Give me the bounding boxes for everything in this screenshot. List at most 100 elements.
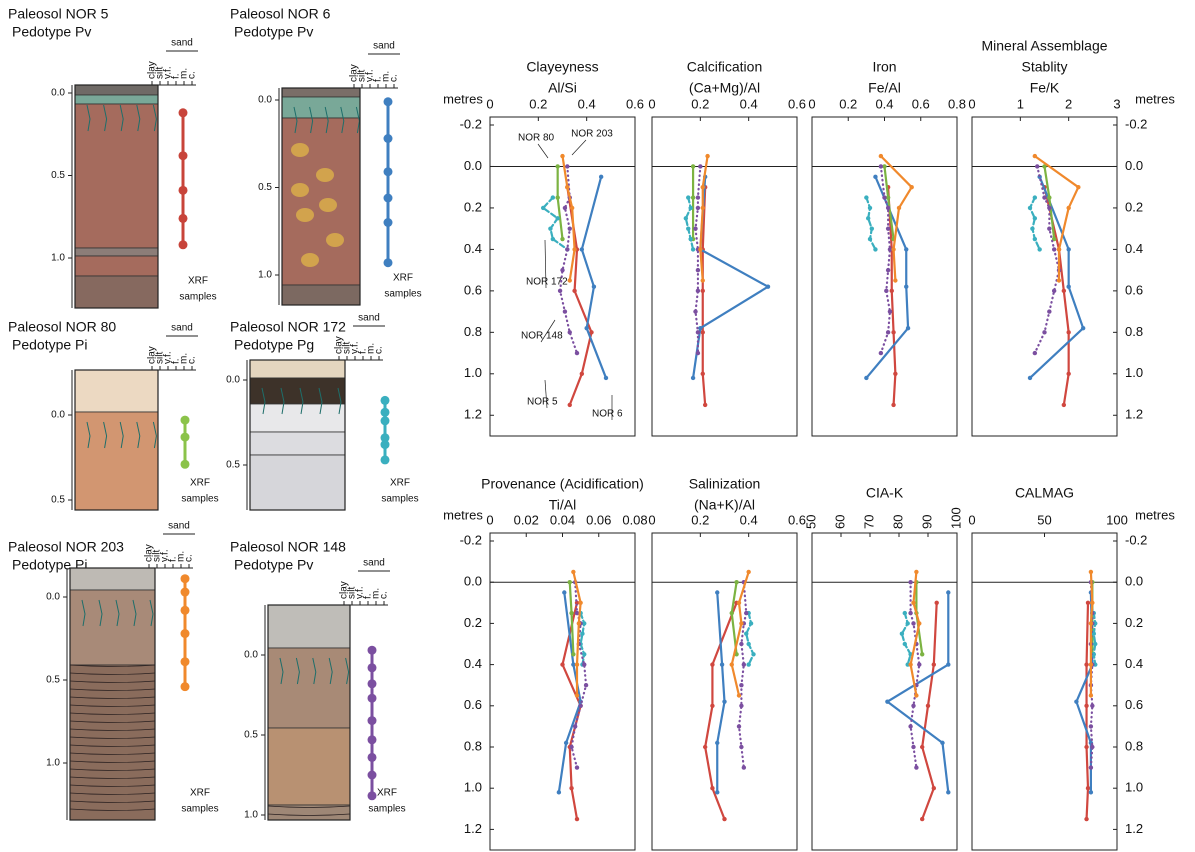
profile-point (904, 247, 909, 252)
lamination (69, 768, 156, 771)
y-tick-label: 0.6 (1125, 282, 1143, 297)
grain-size-label: clay (349, 64, 360, 82)
x-tick-label: 60 (832, 515, 847, 529)
x-tick-label: 0.2 (839, 96, 857, 111)
x-tick-label: 0.4 (740, 96, 758, 111)
root-trace (81, 599, 86, 627)
xrf-sample (180, 605, 190, 615)
y-tick-label: -0.2 (460, 116, 482, 131)
root-trace (309, 106, 314, 134)
y-tick-label: 0.4 (1125, 656, 1143, 671)
profile-line (887, 186, 897, 406)
xrf-sample (367, 735, 377, 745)
y-tick-label: -0.2 (1125, 116, 1147, 131)
grain-size-label: f. (171, 73, 182, 79)
profile-point (582, 662, 587, 667)
grain-group-label: sand (373, 41, 395, 52)
profile-point (1090, 703, 1095, 708)
y-tick-label: -0.2 (1125, 532, 1147, 547)
xrf-sample (180, 657, 190, 667)
profile-line (701, 186, 707, 406)
y-tick-label: 0.0 (1125, 158, 1143, 173)
depth-tick-label: 0.5 (46, 675, 60, 686)
horizon (74, 369, 159, 413)
profile-point (925, 703, 931, 708)
profile-point (548, 226, 553, 231)
grain-size-label: silt (152, 550, 163, 562)
panel-title: Ti/Al (549, 497, 576, 513)
column-title: Paleosol NOR 172 (230, 319, 346, 335)
profile-point (905, 621, 910, 626)
x-tick-label: 0 (486, 96, 493, 111)
profile-point (722, 816, 727, 822)
profile-point (574, 662, 580, 667)
profile-point (878, 153, 884, 159)
profile-point (715, 590, 720, 595)
profile-point (589, 330, 594, 335)
xrf-sample (180, 682, 190, 692)
root-trace (279, 657, 284, 685)
profile-point (571, 662, 576, 667)
grain-size-label: v.f. (160, 549, 171, 562)
profile-point (920, 652, 925, 657)
profile-point (555, 216, 560, 221)
profile-point (693, 226, 698, 231)
y-tick-label: -0.2 (460, 532, 482, 547)
x-tick-label: 3 (1113, 96, 1120, 111)
xrf-sample (383, 167, 393, 177)
y-axis-label: metres (443, 507, 483, 522)
profile-point (885, 205, 891, 211)
x-tick-label: 50 (803, 515, 818, 529)
annotation: NOR 6 (592, 409, 623, 420)
annotation-leader (544, 239, 547, 289)
y-tick-label: 1.2 (1125, 821, 1143, 836)
y-tick-label: 0.8 (1125, 738, 1143, 753)
xrf-sample (367, 752, 377, 762)
grain-group-label: sand (171, 38, 193, 49)
profile-point (550, 195, 556, 200)
profile-point (1066, 371, 1071, 376)
profile-point (902, 641, 907, 647)
profile-point (885, 226, 891, 231)
y-tick-label: 1.2 (1125, 407, 1143, 422)
profile-point (700, 205, 705, 211)
profile-point (1088, 569, 1094, 575)
profile-point (702, 402, 708, 408)
grain-size-label: v.f. (163, 351, 174, 364)
profile-point (946, 590, 951, 595)
depth-tick-label: 0.0 (226, 375, 240, 386)
profile-line (1043, 186, 1070, 406)
column-subtitle: Pedotype Pi (12, 337, 88, 353)
y-tick-label: 1.2 (464, 821, 482, 836)
profile-point (748, 621, 754, 626)
y-tick-label: 0.2 (464, 615, 482, 630)
y-tick-label: 0.0 (464, 574, 482, 589)
profile-point (710, 703, 715, 708)
x-tick-label: 0.08 (622, 512, 647, 527)
profile-point (710, 786, 715, 791)
profile-point (700, 330, 705, 335)
panel-title: Calcification (687, 59, 762, 75)
grain-group-label: sand (171, 323, 193, 334)
horizon (267, 727, 351, 806)
profile-point (736, 600, 742, 605)
grain-size-label: c. (374, 346, 385, 354)
depth-tick-label: 1.0 (46, 758, 60, 769)
profile-point (1061, 288, 1067, 294)
profile-point (574, 816, 580, 822)
grain-size-label: silt (155, 352, 166, 364)
profile-point (582, 652, 587, 657)
profile-point (700, 185, 705, 190)
root-trace (115, 599, 120, 627)
profile-point (569, 786, 574, 791)
xrf-sample (383, 97, 393, 107)
profile-point (1084, 816, 1089, 822)
profile-point (891, 402, 896, 408)
horizon (281, 284, 361, 306)
profile-point (911, 621, 916, 626)
panel-frame (971, 532, 1118, 851)
profile-point (739, 641, 744, 647)
x-tick-label: 90 (919, 515, 934, 529)
lamination (69, 664, 156, 667)
profile-point (565, 185, 570, 190)
